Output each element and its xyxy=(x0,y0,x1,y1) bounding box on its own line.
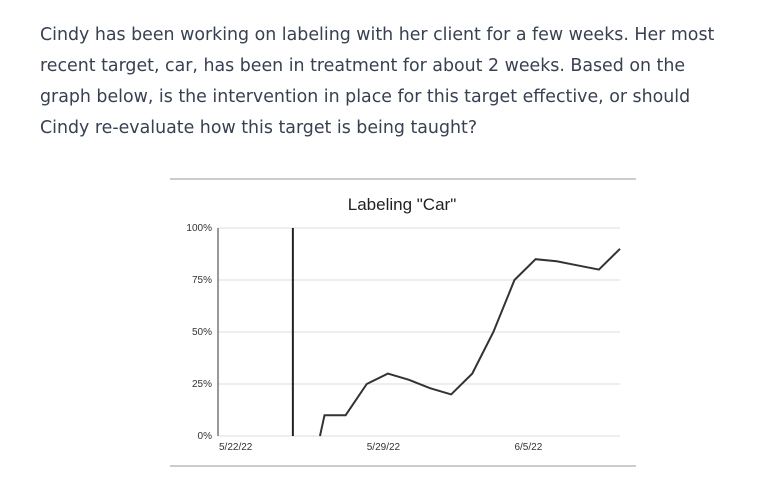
labeling-car-line-chart: Labeling "Car" 0%25%50%75%100% 5/22/22 5/… xyxy=(170,178,636,467)
y-axis-ticks: 0% 25% 50% 75% 100% xyxy=(186,223,212,442)
y-tick-label: 50% xyxy=(192,327,212,338)
chart-title: Labeling "Car" xyxy=(348,195,456,214)
series-line xyxy=(318,248,621,437)
chart-card: Labeling "Car" 0% 25% 50% 75% 100% 5/22/22 5/… xyxy=(170,178,636,470)
y-tick-label: 100% xyxy=(186,223,212,234)
x-tick-label: 6/5/22 xyxy=(514,442,542,453)
x-tick-label: 5/29/22 xyxy=(367,442,401,453)
x-axis-ticks: 5/22/22 5/29/22 6/5/22 xyxy=(219,442,543,453)
data-series xyxy=(318,248,621,437)
grid-lines xyxy=(218,227,620,437)
x-tick-label: 5/22/22 xyxy=(219,442,253,453)
y-tick-label: 75% xyxy=(192,275,212,286)
y-tick-label: 0% xyxy=(198,431,213,442)
y-tick-label: 25% xyxy=(192,379,212,390)
question-text: Cindy has been working on labeling with … xyxy=(40,25,715,138)
